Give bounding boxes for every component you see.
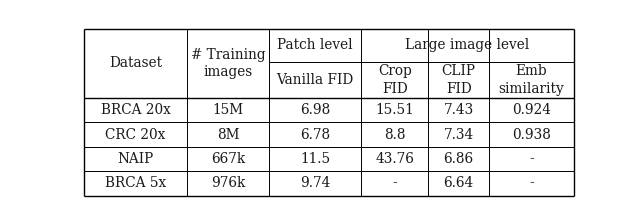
Text: BRCA 5x: BRCA 5x — [105, 176, 166, 190]
Text: 6.86: 6.86 — [444, 152, 474, 166]
Text: Dataset: Dataset — [109, 56, 162, 70]
Text: 7.34: 7.34 — [444, 127, 474, 142]
Text: 6.78: 6.78 — [300, 127, 330, 142]
Text: 0.938: 0.938 — [512, 127, 551, 142]
Text: # Training
images: # Training images — [191, 48, 265, 79]
Text: Crop
FID: Crop FID — [378, 64, 412, 96]
Text: 976k: 976k — [211, 176, 245, 190]
Text: -: - — [529, 176, 534, 190]
Text: -: - — [529, 152, 534, 166]
Text: Large image level: Large image level — [405, 38, 530, 52]
Text: 7.43: 7.43 — [444, 103, 474, 117]
Text: 9.74: 9.74 — [300, 176, 330, 190]
Text: 15.51: 15.51 — [376, 103, 414, 117]
Text: -: - — [392, 176, 397, 190]
Text: 8M: 8M — [217, 127, 239, 142]
Text: CLIP
FID: CLIP FID — [442, 64, 476, 96]
Text: 11.5: 11.5 — [300, 152, 330, 166]
Text: 8.8: 8.8 — [384, 127, 406, 142]
Text: NAIP: NAIP — [117, 152, 154, 166]
Text: Emb
similarity: Emb similarity — [499, 64, 564, 96]
Text: 6.64: 6.64 — [444, 176, 474, 190]
Text: 6.98: 6.98 — [300, 103, 330, 117]
Text: 0.924: 0.924 — [512, 103, 551, 117]
Text: CRC 20x: CRC 20x — [106, 127, 166, 142]
Text: Patch level: Patch level — [277, 38, 353, 52]
Text: 43.76: 43.76 — [375, 152, 414, 166]
Text: 15M: 15M — [212, 103, 243, 117]
Text: Vanilla FID: Vanilla FID — [276, 73, 354, 87]
Text: 667k: 667k — [211, 152, 245, 166]
Text: BRCA 20x: BRCA 20x — [100, 103, 170, 117]
